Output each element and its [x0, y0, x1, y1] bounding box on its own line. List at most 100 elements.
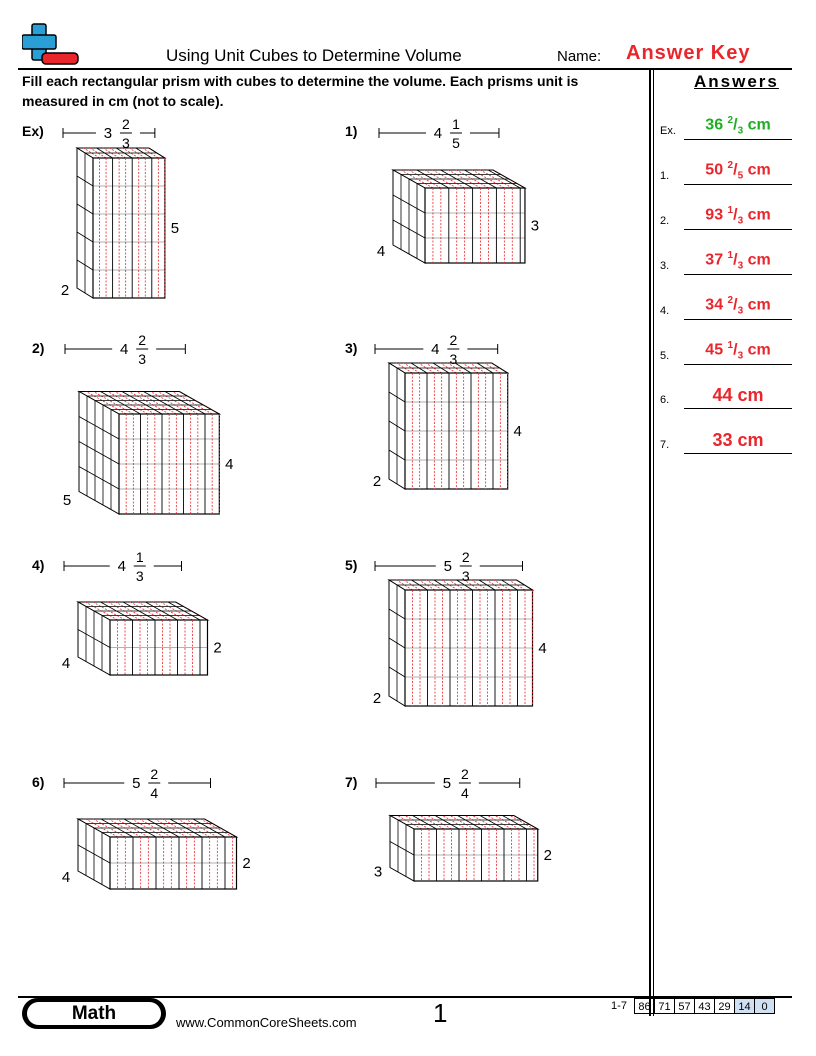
answer-slash: / [733, 296, 738, 314]
top-stripe [509, 815, 535, 830]
top-stripe [471, 579, 488, 591]
answer-line [684, 452, 792, 454]
answer-value: 44 cm [684, 385, 792, 406]
score-range-label: 1-7 [611, 1000, 627, 1012]
width-whole: 3 [104, 125, 112, 142]
answer-denominator: 3 [737, 261, 744, 272]
top-stripe [419, 815, 445, 830]
width-whole: 4 [431, 341, 439, 358]
top-stripe [442, 815, 467, 830]
side-row-line [78, 466, 120, 490]
prism-front-face [424, 187, 526, 264]
answer-unit: cm [743, 251, 771, 269]
answer-number: 5. [660, 350, 670, 362]
answer-row: 1. 50 2/5 cm [660, 155, 792, 185]
width-numerator: 1 [452, 116, 460, 132]
top-stripe [396, 362, 413, 374]
answer-unit: cm [743, 206, 771, 224]
answer-slash: / [733, 161, 738, 179]
width-denominator: 3 [462, 568, 470, 584]
top-stripe [93, 391, 134, 415]
top-grid-line [492, 169, 526, 189]
side-row-line [76, 175, 94, 187]
top-stripe [472, 815, 497, 830]
top-stripe [83, 147, 100, 159]
width-numerator: 2 [449, 332, 457, 348]
depth-label: 4 [62, 869, 70, 886]
answer-unit: cm [743, 116, 771, 134]
height-label: 5 [171, 220, 179, 237]
answer-denominator: 3 [737, 306, 744, 317]
answer-line [684, 407, 792, 409]
problem-label: Ex) [22, 123, 44, 139]
answer-value: 93 1/3 cm [684, 205, 792, 227]
score-cell: 86 [634, 998, 655, 1014]
top-stripe [157, 391, 199, 415]
subject-badge: Math [22, 998, 166, 1029]
top-stripe [142, 147, 159, 159]
height-label: 2 [213, 640, 221, 657]
answer-column-divider [649, 68, 651, 1016]
top-stripe [107, 391, 148, 415]
worksheet-title: Using Unit Cubes to Determine Volume [166, 46, 462, 65]
top-stripe [114, 391, 156, 415]
problem-label: 4) [32, 557, 44, 573]
answer-key-label: Answer Key [626, 42, 751, 64]
answer-number: 3. [660, 260, 670, 272]
top-stripe [89, 147, 107, 159]
problem-label: 1) [345, 123, 357, 139]
answer-whole: 44 cm [712, 385, 764, 405]
answer-row: 3. 37 1/3 cm [660, 245, 792, 275]
width-numerator: 2 [138, 332, 146, 348]
width-numerator: 2 [122, 116, 130, 132]
top-stripe [447, 362, 464, 374]
top-stripe [85, 391, 127, 415]
answer-line [684, 363, 792, 365]
top-stripe [448, 579, 466, 591]
side-row-line [389, 841, 415, 856]
top-stripe [425, 362, 442, 374]
width-denominator: 5 [452, 135, 460, 151]
width-whole: 5 [443, 775, 451, 792]
answer-line [684, 273, 792, 275]
answer-numerator: 2 [727, 160, 734, 172]
answer-denominator: 5 [737, 171, 744, 182]
top-grid-line [457, 815, 482, 830]
side-row-line [388, 449, 406, 461]
side-row-line [77, 629, 111, 648]
top-stripe [440, 362, 457, 374]
side-row-line [78, 441, 120, 465]
answer-slash: / [733, 251, 738, 269]
instructions: Fill each rectangular prism with cubes t… [22, 73, 579, 109]
top-stripe [464, 815, 490, 830]
answer-denominator: 3 [737, 126, 744, 137]
header-divider [18, 68, 792, 70]
top-grid-line [434, 815, 460, 830]
top-stripe [486, 579, 503, 591]
height-label: 2 [242, 855, 250, 872]
answer-unit: cm [743, 161, 771, 179]
answer-slash: / [733, 116, 738, 134]
answer-whole: 93 [705, 206, 728, 224]
width-denominator: 3 [449, 351, 457, 367]
answer-number: Ex. [660, 125, 676, 137]
depth-label: 2 [373, 473, 381, 490]
side-row-line [388, 666, 406, 678]
problem-label: 6) [32, 774, 44, 790]
answer-unit: cm [743, 341, 771, 359]
answer-row: 2. 93 1/3 cm [660, 200, 792, 230]
top-grid-line [412, 815, 437, 830]
answer-slash: / [733, 206, 738, 224]
answer-numerator: 1 [727, 250, 734, 262]
answer-line [684, 318, 792, 320]
side-row-line [388, 608, 406, 620]
side-row-line [392, 194, 426, 214]
page-number: 1 [433, 998, 448, 1028]
side-row-line [76, 203, 94, 215]
width-numerator: 2 [150, 766, 158, 782]
score-cell: 0 [754, 998, 775, 1014]
footer-divider [18, 996, 792, 998]
answer-numerator: 1 [727, 205, 734, 217]
top-stripe [462, 362, 479, 374]
problem-label: 7) [345, 774, 357, 790]
